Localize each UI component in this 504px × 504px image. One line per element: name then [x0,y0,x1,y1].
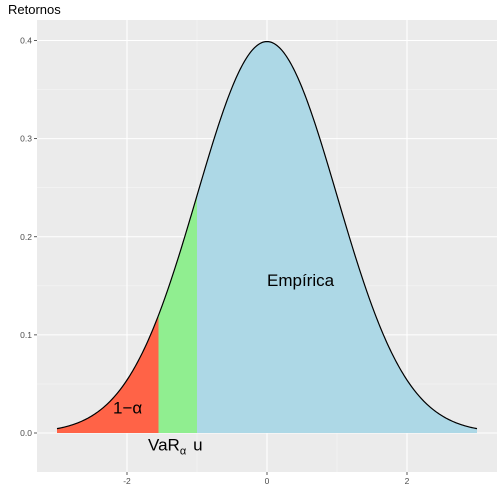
annotation-1: 1−α [113,398,142,417]
y-tick-label: 0.4 [20,36,32,46]
x-axis: -2 0 2 [123,472,410,486]
density-regions [57,41,477,433]
annotations: 1−α Empírica VaRα u [113,271,335,458]
region-2 [158,195,197,433]
y-tick-label: 0.2 [20,232,32,242]
x-tick-label: 0 [265,476,270,486]
chart-title: Retornos [8,2,61,17]
x-tick-label: 2 [405,476,410,486]
region-3 [197,41,477,433]
annotation-3: VaRα u [148,436,203,458]
y-tick-label: 0.0 [20,428,32,438]
region-1 [57,315,159,433]
y-tick-label: 0.3 [20,134,32,144]
annotation-2: Empírica [267,271,335,290]
x-tick-label: -2 [123,476,131,486]
y-tick-label: 0.1 [20,330,32,340]
y-axis: 0.0 0.1 0.2 0.3 0.4 [20,36,37,438]
density-curve [56,40,478,430]
